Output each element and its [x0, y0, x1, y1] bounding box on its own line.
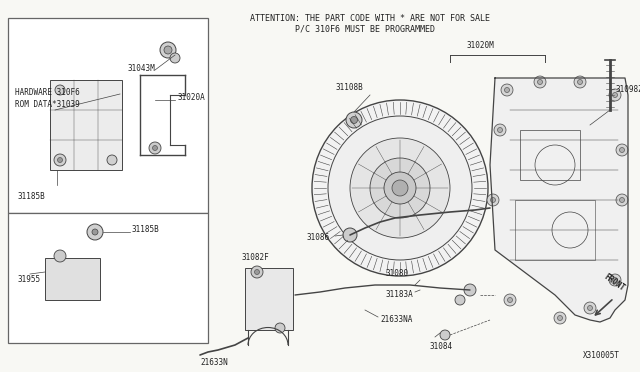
Circle shape: [620, 148, 625, 153]
Circle shape: [557, 315, 563, 321]
Bar: [50, 80, 122, 170]
Text: 31955: 31955: [18, 276, 41, 285]
Circle shape: [554, 312, 566, 324]
Circle shape: [612, 93, 618, 97]
Circle shape: [170, 53, 180, 63]
Text: 31185B: 31185B: [132, 225, 160, 234]
Circle shape: [160, 42, 176, 58]
Circle shape: [350, 138, 450, 238]
Circle shape: [275, 323, 285, 333]
Text: 31183A: 31183A: [385, 290, 413, 299]
Circle shape: [574, 76, 586, 88]
Circle shape: [343, 228, 357, 242]
Circle shape: [616, 144, 628, 156]
Circle shape: [609, 89, 621, 101]
Polygon shape: [490, 78, 628, 322]
Text: ATTENTION: THE PART CODE WITH * ARE NOT FOR SALE: ATTENTION: THE PART CODE WITH * ARE NOT …: [250, 14, 490, 23]
Circle shape: [328, 116, 472, 260]
Circle shape: [501, 84, 513, 96]
Text: P/C 310F6 MUST BE PROGRAMMED: P/C 310F6 MUST BE PROGRAMMED: [295, 24, 435, 33]
Circle shape: [346, 112, 362, 128]
Text: FRONT: FRONT: [602, 272, 626, 293]
Circle shape: [464, 284, 476, 296]
Circle shape: [534, 76, 546, 88]
Circle shape: [54, 154, 66, 166]
Circle shape: [440, 330, 450, 340]
Circle shape: [538, 80, 543, 84]
Bar: [520, 130, 580, 180]
Circle shape: [616, 194, 628, 206]
Circle shape: [455, 295, 465, 305]
Text: 21633NA: 21633NA: [380, 315, 412, 324]
Text: 31185B: 31185B: [18, 192, 45, 201]
Circle shape: [504, 87, 509, 93]
Circle shape: [164, 46, 172, 54]
Text: 31108B: 31108B: [335, 83, 363, 93]
Bar: [8, 18, 208, 213]
Bar: [515, 200, 595, 260]
Bar: [8, 213, 208, 343]
Circle shape: [494, 124, 506, 136]
Circle shape: [497, 128, 502, 132]
Text: HARDWARE 310F6: HARDWARE 310F6: [15, 88, 80, 97]
Circle shape: [54, 250, 66, 262]
Circle shape: [149, 142, 161, 154]
Text: 31086: 31086: [307, 234, 330, 243]
Circle shape: [609, 274, 621, 286]
Circle shape: [508, 298, 513, 302]
Circle shape: [588, 305, 593, 311]
Text: 31020M: 31020M: [466, 41, 494, 50]
Circle shape: [490, 198, 495, 202]
Circle shape: [584, 302, 596, 314]
Circle shape: [58, 157, 63, 163]
Circle shape: [620, 198, 625, 202]
Text: X310005T: X310005T: [583, 351, 620, 360]
Circle shape: [251, 266, 263, 278]
Circle shape: [392, 180, 408, 196]
Circle shape: [152, 145, 157, 151]
Text: 31084: 31084: [430, 342, 453, 351]
Text: 31020A: 31020A: [178, 93, 205, 103]
Text: 31082F: 31082F: [242, 253, 269, 262]
Text: 31098Z: 31098Z: [615, 86, 640, 94]
Text: ROM DATA*31039: ROM DATA*31039: [15, 100, 80, 109]
Circle shape: [577, 80, 582, 84]
Circle shape: [351, 116, 358, 124]
Circle shape: [107, 155, 117, 165]
Text: 31080: 31080: [385, 269, 408, 278]
Circle shape: [87, 224, 103, 240]
Circle shape: [55, 85, 65, 95]
Circle shape: [504, 294, 516, 306]
Circle shape: [487, 194, 499, 206]
Bar: [45, 258, 100, 300]
Text: 21633N: 21633N: [200, 358, 228, 367]
Circle shape: [384, 172, 416, 204]
Circle shape: [255, 269, 259, 275]
Circle shape: [92, 229, 98, 235]
Circle shape: [612, 278, 618, 282]
Bar: [245, 268, 293, 330]
Circle shape: [312, 100, 488, 276]
Circle shape: [370, 158, 430, 218]
Text: 31043M: 31043M: [128, 64, 156, 73]
